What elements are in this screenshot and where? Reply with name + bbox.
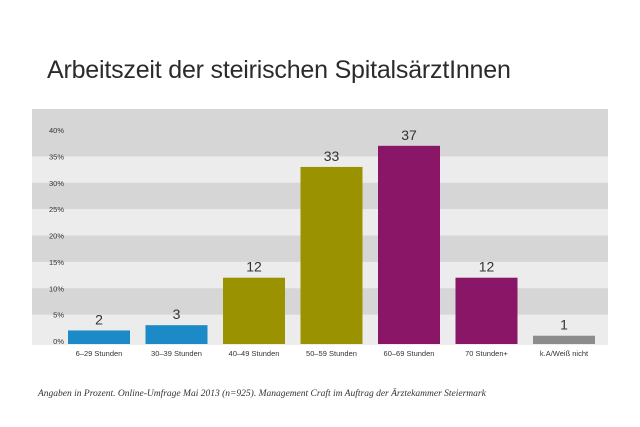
bar-value-label: 12 — [479, 259, 495, 275]
y-tick-label: 15% — [49, 258, 64, 267]
bar — [68, 330, 130, 344]
category-label: 30–39 Stunden — [151, 349, 202, 358]
y-tick-label: 25% — [49, 205, 64, 214]
bar — [378, 145, 440, 344]
y-tick-label: 40% — [49, 126, 64, 135]
category-label: 40–49 Stunden — [229, 349, 280, 358]
bar-series — [68, 145, 595, 344]
y-axis-ticks: 0% 5% 10% 15% 20% 25% 30% 35% 40% — [49, 126, 64, 346]
category-label: k.A/Weiß nicht — [540, 349, 589, 358]
y-tick-label: 20% — [49, 232, 64, 241]
grid-band — [32, 109, 608, 157]
category-label: 6–29 Stunden — [76, 349, 123, 358]
bar — [300, 166, 363, 344]
category-label: 60–69 Stunden — [384, 349, 435, 358]
category-label: 70 Stunden+ — [465, 349, 508, 358]
bar-value-label: 3 — [173, 306, 181, 322]
bar — [145, 325, 208, 344]
bar — [223, 277, 285, 344]
bar-value-label: 1 — [560, 317, 568, 333]
bar-value-label: 12 — [246, 259, 262, 275]
y-tick-label: 0% — [53, 337, 64, 346]
bar-value-label: 33 — [324, 148, 340, 164]
y-tick-label: 30% — [49, 179, 64, 188]
category-label: 50–59 Stunden — [306, 349, 357, 358]
bar — [455, 277, 518, 344]
bar-value-label: 37 — [401, 127, 417, 143]
value-labels: 2 3 12 33 37 12 1 — [95, 127, 568, 333]
chart-title: Arbeitszeit der steirischen SpitalsärztI… — [47, 56, 511, 84]
bar-value-label: 2 — [95, 311, 103, 327]
category-labels: 6–29 Stunden 30–39 Stunden 40–49 Stunden 50… — [76, 349, 589, 358]
source-note: Angaben in Prozent. Online-Umfrage Mai 2… — [38, 389, 486, 399]
y-tick-label: 10% — [49, 284, 64, 293]
bar — [533, 335, 595, 344]
y-tick-label: 5% — [53, 311, 64, 320]
y-tick-label: 35% — [49, 152, 64, 161]
